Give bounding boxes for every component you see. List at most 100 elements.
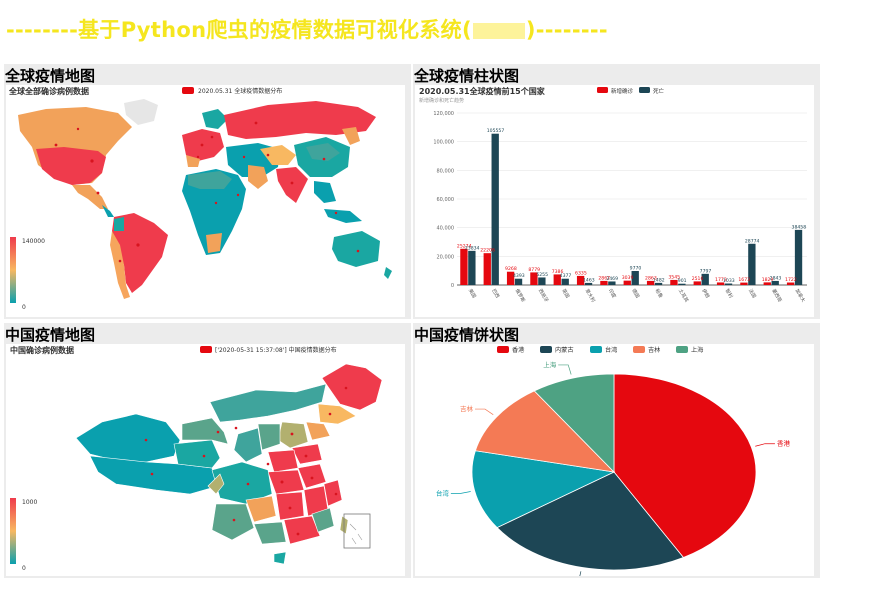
- hunan[interactable]: [275, 491, 305, 521]
- pie-legend-swatch: [676, 346, 688, 353]
- bar-confirmed[interactable]: [506, 271, 515, 285]
- bar-confirmed[interactable]: [670, 279, 678, 285]
- henan[interactable]: [267, 449, 299, 473]
- mongolia[interactable]: [306, 143, 340, 161]
- south-africa[interactable]: [206, 233, 222, 253]
- bar-dead[interactable]: [654, 282, 663, 285]
- bar-chart-legend[interactable]: 新增确诊 死亡: [597, 87, 665, 95]
- world-map-countries[interactable]: [18, 99, 392, 299]
- world-map-chart: 全球全部确诊病例数据 2020.05.31 全球疫情数据分布: [6, 85, 405, 317]
- gansu[interactable]: [181, 417, 229, 445]
- tibet[interactable]: [89, 455, 219, 495]
- bar-dead[interactable]: [491, 133, 499, 285]
- north-africa[interactable]: [188, 171, 232, 189]
- pie-legend-item[interactable]: 上海: [676, 346, 703, 354]
- russia[interactable]: [224, 101, 376, 139]
- bar-confirmed[interactable]: [693, 281, 701, 285]
- bar-confirmed[interactable]: [483, 253, 491, 285]
- bar-dead[interactable]: [631, 270, 639, 285]
- brazil[interactable]: [112, 213, 168, 293]
- pie-legend-item[interactable]: 内蒙古: [540, 346, 574, 354]
- heilongjiang[interactable]: [321, 363, 383, 411]
- bar-dead[interactable]: [514, 278, 523, 285]
- jiangsu-anhui[interactable]: [297, 463, 327, 489]
- pie-slice[interactable]: [474, 390, 616, 473]
- bar-dead[interactable]: [561, 278, 569, 285]
- bar-confirmed[interactable]: [530, 272, 538, 285]
- hubei[interactable]: [267, 469, 305, 495]
- iran-region[interactable]: [260, 145, 296, 165]
- shaanxi[interactable]: [233, 427, 263, 463]
- china-map-legend[interactable]: ['2020-05-31 15:37:08'] 中国疫情数据分布: [200, 346, 337, 354]
- pie-slice[interactable]: [471, 450, 616, 529]
- yunnan[interactable]: [211, 503, 255, 541]
- bar-confirmed[interactable]: [600, 280, 608, 285]
- china-map-legend-label: ['2020-05-31 15:37:08'] 中国疫情数据分布: [215, 346, 337, 354]
- zhejiang[interactable]: [323, 479, 343, 507]
- guangdong[interactable]: [283, 515, 321, 545]
- india[interactable]: [276, 167, 308, 203]
- bar-dead[interactable]: [794, 229, 803, 285]
- bar-confirmed[interactable]: [623, 280, 631, 285]
- pie-slice[interactable]: [496, 471, 685, 571]
- china-map-visualmap[interactable]: 1000 0: [10, 498, 37, 572]
- bar-dead[interactable]: [724, 283, 733, 285]
- bar-dead[interactable]: [701, 273, 709, 285]
- bar-confirmed[interactable]: [716, 282, 725, 285]
- hainan[interactable]: [273, 551, 287, 565]
- xinjiang[interactable]: [75, 413, 181, 463]
- greenland[interactable]: [124, 99, 158, 125]
- bar-dead[interactable]: [538, 277, 546, 285]
- bar-confirmed[interactable]: [576, 275, 585, 285]
- pie-legend-item[interactable]: 香港: [497, 346, 525, 354]
- qinghai[interactable]: [173, 439, 221, 469]
- pie-legend-item[interactable]: 吉林: [633, 346, 660, 354]
- bar-dead[interactable]: [468, 250, 476, 285]
- pie-slice[interactable]: [533, 373, 615, 473]
- shandong[interactable]: [291, 443, 323, 465]
- bar-confirmed[interactable]: [460, 248, 468, 285]
- pie-legend-swatch: [633, 346, 645, 353]
- pie-slice[interactable]: [613, 373, 757, 558]
- bar-dead[interactable]: [678, 283, 686, 285]
- fujian[interactable]: [311, 507, 335, 533]
- mexico[interactable]: [72, 185, 108, 209]
- usa[interactable]: [36, 147, 106, 185]
- indonesia[interactable]: [324, 209, 362, 223]
- bar-confirmed[interactable]: [740, 282, 748, 285]
- andes[interactable]: [110, 231, 130, 299]
- new-zealand[interactable]: [384, 267, 392, 279]
- bar-dead[interactable]: [771, 280, 779, 285]
- scandinavia[interactable]: [202, 109, 228, 129]
- central-america[interactable]: [102, 205, 114, 217]
- africa[interactable]: [182, 169, 246, 255]
- colombia[interactable]: [114, 217, 124, 231]
- australia[interactable]: [332, 231, 380, 267]
- liaoning[interactable]: [305, 421, 331, 441]
- pie-legend-item[interactable]: 台湾: [590, 346, 617, 354]
- arabia[interactable]: [248, 165, 268, 189]
- iberia[interactable]: [186, 155, 200, 167]
- china-provinces[interactable]: [75, 363, 383, 565]
- world-map-visualmap[interactable]: 140000 0: [10, 237, 45, 311]
- bar-dead[interactable]: [748, 243, 756, 285]
- pie-legend[interactable]: 香港 内蒙古 台湾 吉林 上海: [497, 346, 703, 354]
- inner-mongolia[interactable]: [209, 383, 327, 423]
- korea[interactable]: [342, 127, 360, 145]
- guizhou[interactable]: [245, 495, 277, 523]
- bar-dead[interactable]: [608, 281, 616, 285]
- se-asia[interactable]: [314, 181, 336, 203]
- jilin[interactable]: [317, 403, 357, 425]
- bar-confirmed[interactable]: [646, 280, 655, 285]
- guangxi[interactable]: [253, 521, 287, 545]
- world-map-legend[interactable]: 2020.05.31 全球疫情数据分布: [182, 87, 282, 95]
- bar-confirmed[interactable]: [553, 274, 561, 285]
- bar-confirmed[interactable]: [763, 282, 771, 285]
- shanxi[interactable]: [257, 423, 281, 451]
- bar-dead[interactable]: [584, 282, 593, 285]
- sichuan[interactable]: [211, 461, 273, 505]
- chongqing[interactable]: [207, 473, 225, 495]
- bar-confirmed[interactable]: [786, 282, 795, 285]
- hebei[interactable]: [277, 421, 309, 449]
